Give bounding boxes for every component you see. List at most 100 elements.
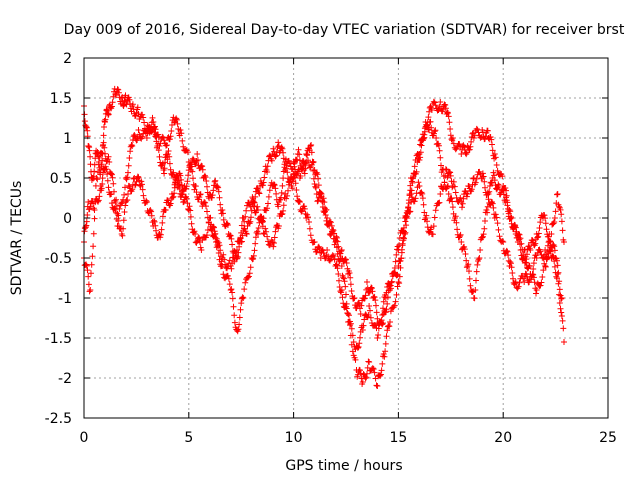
data-point xyxy=(204,183,210,190)
data-point xyxy=(273,190,280,197)
data-point xyxy=(499,173,506,180)
data-point xyxy=(255,231,261,237)
data-point xyxy=(499,238,506,245)
data-point xyxy=(489,179,495,186)
data-point xyxy=(550,220,557,227)
data-point xyxy=(301,205,308,212)
data-point xyxy=(342,256,349,263)
y-tick-label: 2 xyxy=(63,51,72,67)
data-point xyxy=(421,134,428,141)
data-point xyxy=(382,348,389,355)
data-point xyxy=(199,163,206,170)
data-point xyxy=(387,319,393,325)
data-point xyxy=(279,182,286,189)
data-point xyxy=(269,239,276,245)
data-point xyxy=(484,203,491,210)
data-point xyxy=(372,297,379,304)
data-point xyxy=(211,178,218,185)
data-point xyxy=(366,289,373,296)
data-point xyxy=(489,200,496,207)
data-point xyxy=(407,208,414,215)
data-point xyxy=(491,151,498,157)
data-point xyxy=(484,127,491,134)
data-point xyxy=(345,271,352,277)
data-point xyxy=(541,212,548,219)
data-point xyxy=(409,179,416,186)
data-point xyxy=(295,146,302,153)
data-point xyxy=(517,247,524,253)
data-point xyxy=(100,139,107,146)
data-point xyxy=(171,184,178,191)
data-point xyxy=(91,215,98,222)
data-point xyxy=(555,280,562,287)
data-point xyxy=(150,217,157,224)
data-point xyxy=(259,182,266,189)
data-point xyxy=(170,193,177,200)
data-point xyxy=(437,191,444,197)
data-point xyxy=(240,295,247,301)
data-point xyxy=(487,134,494,140)
data-point xyxy=(547,238,553,244)
data-point xyxy=(110,180,117,187)
y-tick-label: -2.5 xyxy=(45,411,72,427)
data-point xyxy=(265,200,271,207)
data-point xyxy=(280,202,287,209)
data-point xyxy=(190,229,197,236)
data-point xyxy=(396,242,403,249)
data-point xyxy=(505,208,512,215)
data-point xyxy=(143,197,150,204)
data-point xyxy=(229,248,236,255)
data-point xyxy=(381,353,388,360)
data-point xyxy=(444,183,451,190)
data-point xyxy=(457,194,464,201)
data-point xyxy=(153,227,159,234)
data-point xyxy=(258,214,265,220)
data-point xyxy=(482,184,488,191)
data-point xyxy=(503,197,510,204)
y-tick-label: 1.5 xyxy=(50,91,72,107)
data-point xyxy=(535,230,542,237)
data-point xyxy=(161,165,168,172)
data-point xyxy=(437,154,444,161)
data-point xyxy=(542,263,549,269)
data-point xyxy=(187,167,194,173)
data-point xyxy=(217,247,224,254)
data-point xyxy=(402,218,409,225)
data-point xyxy=(483,207,490,213)
data-point xyxy=(534,234,541,241)
data-point xyxy=(512,279,519,285)
data-point xyxy=(442,105,449,112)
plot-frame xyxy=(83,57,609,419)
data-point xyxy=(335,271,342,277)
data-point xyxy=(333,244,340,251)
data-point xyxy=(431,128,438,135)
data-point xyxy=(411,198,418,205)
y-tick-label: 0.5 xyxy=(50,171,72,187)
data-point xyxy=(477,247,484,253)
data-point xyxy=(193,158,200,164)
data-point xyxy=(314,171,321,178)
data-point xyxy=(554,271,561,277)
data-point xyxy=(357,334,363,341)
data-point xyxy=(333,261,340,268)
data-point xyxy=(220,251,227,258)
data-point xyxy=(456,234,463,241)
data-point xyxy=(508,264,515,271)
data-point xyxy=(419,195,426,202)
data-point xyxy=(416,157,423,163)
data-point xyxy=(394,243,401,250)
data-point xyxy=(429,231,436,238)
data-point xyxy=(85,199,92,205)
data-point xyxy=(297,173,304,179)
data-point xyxy=(134,104,141,111)
data-point xyxy=(530,260,537,267)
data-point xyxy=(504,248,511,255)
data-point xyxy=(252,234,259,241)
data-point xyxy=(524,251,530,258)
data-point xyxy=(238,238,245,245)
data-point xyxy=(279,210,286,217)
data-point xyxy=(561,339,567,345)
data-point xyxy=(290,170,297,177)
data-point xyxy=(485,196,492,203)
data-point xyxy=(436,147,443,154)
